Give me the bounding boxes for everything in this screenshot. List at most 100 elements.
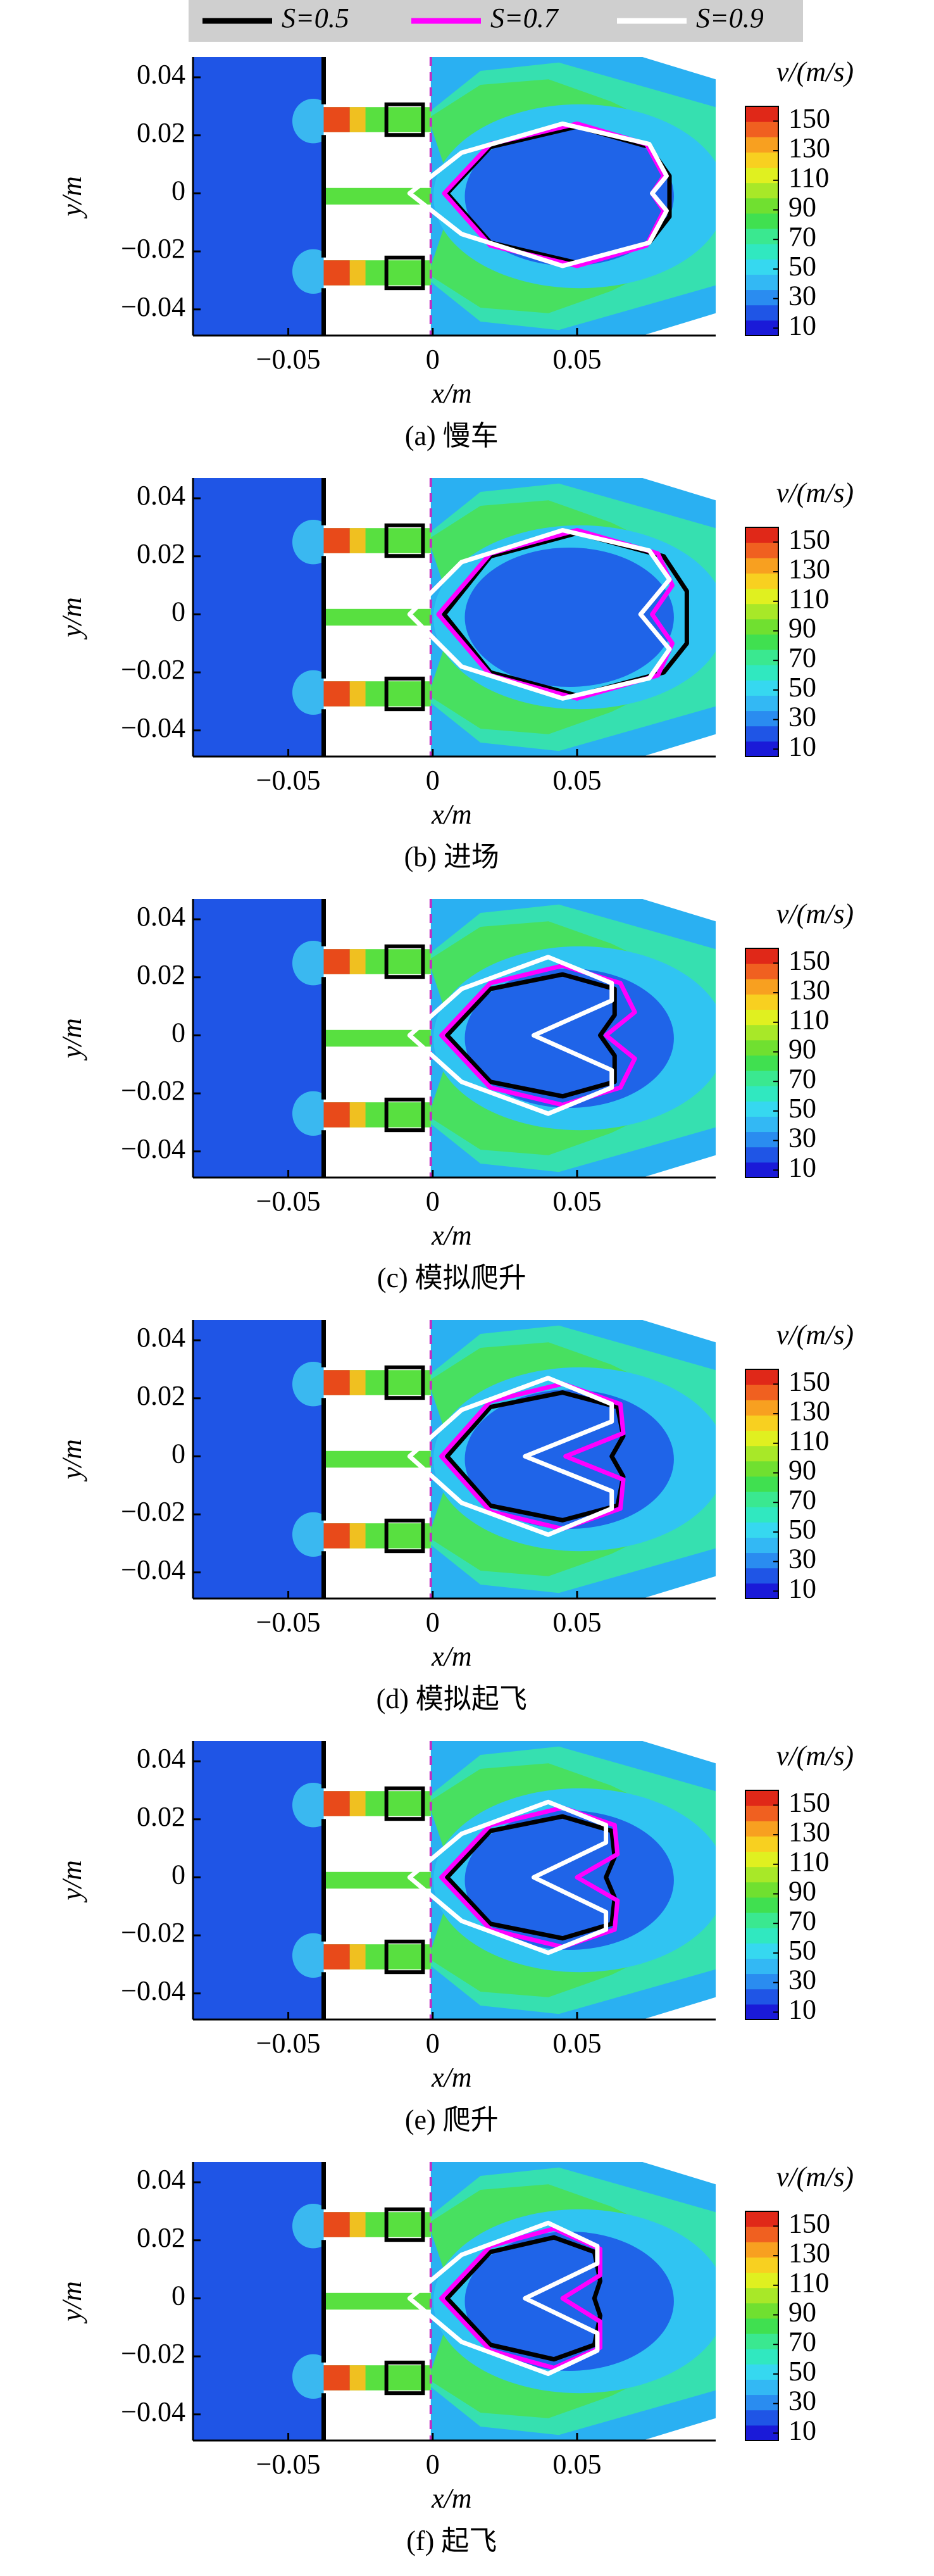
- colorbar-band: [745, 1913, 778, 1928]
- colorbar-band: [745, 2303, 778, 2319]
- colorbar-band: [745, 1583, 778, 1599]
- colorbar-band: [745, 573, 778, 589]
- flow-field: [193, 478, 716, 757]
- colorbar-tick-label: 30: [788, 1964, 816, 1995]
- colorbar-tick-label: 10: [788, 2415, 816, 2446]
- upstream-region: [193, 899, 324, 1178]
- colorbar-tick-label: 90: [788, 2297, 816, 2328]
- colorbar-band: [745, 1552, 778, 1569]
- slot-mid: [349, 949, 366, 974]
- corner-cut: [642, 57, 716, 80]
- slot-hot: [323, 1791, 350, 1816]
- flow-field: [193, 899, 716, 1178]
- corner-cut: [642, 313, 716, 336]
- x-tick-label: 0.05: [552, 344, 601, 375]
- y-tick-label: 0.02: [137, 1801, 185, 1832]
- colorbar-title: v/(m/s): [776, 2161, 854, 2192]
- corner-cut: [642, 2418, 716, 2441]
- panel: 0.04 0.02 0 −0.02 −0.04 −0.05 0 0.05 x/m y/m (f) 起…: [56, 2161, 854, 2556]
- slot-mid: [349, 260, 366, 286]
- corner-cut: [642, 1320, 716, 1343]
- corner-cut: [642, 899, 716, 922]
- colorbar-band: [745, 619, 778, 635]
- colorbar-band: [745, 1522, 778, 1538]
- colorbar-band: [745, 650, 778, 665]
- panel-caption: (d) 模拟起飞: [377, 1683, 527, 1714]
- colorbar-tick-label: 50: [788, 1514, 816, 1545]
- colorbar-tick-label: 110: [788, 162, 829, 193]
- y-tick-label: 0.04: [137, 2164, 185, 2195]
- colorbar-band: [745, 1445, 778, 1462]
- colorbar-band: [745, 948, 778, 964]
- colorbar-band: [745, 122, 778, 137]
- swirler-vane: [384, 1939, 425, 1975]
- colorbar-band: [745, 527, 778, 543]
- colorbar-tick-label: 10: [788, 1152, 816, 1183]
- panel-caption: (b) 进场: [404, 841, 499, 872]
- colorbar-band: [745, 229, 778, 244]
- colorbar-tick-label: 30: [788, 1543, 816, 1574]
- slot-mid: [349, 1944, 366, 1970]
- swirler-vane: [384, 1365, 425, 1400]
- colorbar-tick-label: 90: [788, 613, 816, 644]
- slot-hot: [323, 260, 350, 286]
- colorbar-band: [745, 137, 778, 153]
- y-tick-label: 0.02: [137, 538, 185, 569]
- slot-hot: [323, 1523, 350, 1549]
- colorbar-band: [745, 543, 778, 558]
- colorbar-tick-label: 50: [788, 251, 816, 282]
- colorbar-band: [745, 1131, 778, 1148]
- colorbar-band: [745, 1461, 778, 1477]
- colorbar-tick-label: 130: [788, 974, 830, 1005]
- colorbar-frame: [745, 527, 779, 757]
- colorbar-band: [745, 1943, 778, 1959]
- slot-mid: [349, 107, 366, 132]
- corner-cut: [642, 2162, 716, 2185]
- legend-label: S=0.7: [490, 3, 559, 34]
- colorbar-tick-label: 110: [788, 2267, 829, 2298]
- y-tick-label: 0.04: [137, 1322, 185, 1353]
- iso-line: [445, 1814, 617, 1941]
- y-tick-label: −0.02: [121, 1917, 185, 1948]
- legend-box: [189, 0, 803, 42]
- colorbar-tick-label: 90: [788, 1034, 816, 1065]
- colorbar-tick-label: 30: [788, 2385, 816, 2416]
- colorbar-band: [745, 634, 778, 650]
- y-axis-label: y/m: [56, 2281, 87, 2324]
- colorbar-band: [745, 741, 778, 757]
- colorbar-frame: [745, 1790, 779, 2020]
- colorbar-band: [745, 198, 778, 214]
- colorbar-band: [745, 152, 778, 168]
- iso-line: [407, 955, 614, 1116]
- colorbar-tick-label: 150: [788, 103, 830, 134]
- colorbar-band: [745, 1055, 778, 1071]
- colorbar-band: [745, 2410, 778, 2426]
- colorbar-band: [745, 1476, 778, 1492]
- corner-cut: [642, 478, 716, 501]
- colorbar-band: [745, 726, 778, 742]
- flow-field: [193, 57, 716, 336]
- colorbar-band: [745, 665, 778, 681]
- y-axis-label: y/m: [56, 176, 87, 219]
- colorbar-tick-label: 110: [788, 1846, 829, 1877]
- legend-label: S=0.5: [282, 3, 349, 34]
- colorbar-band: [745, 1790, 778, 1806]
- y-tick-label: 0: [171, 2280, 185, 2311]
- y-tick-label: −0.02: [121, 654, 185, 685]
- x-tick-label: 0: [426, 2449, 440, 2480]
- iso-line: [445, 124, 672, 265]
- y-axis-label: y/m: [56, 1860, 87, 1903]
- colorbar-tick-label: 150: [788, 1787, 830, 1818]
- recirculation-core: [464, 548, 674, 687]
- x-tick-label: 0: [426, 1186, 440, 1217]
- slot-mid: [349, 681, 366, 707]
- colorbar-tick-label: 110: [788, 1004, 829, 1035]
- panel-caption: (c) 模拟爬升: [377, 1262, 526, 1293]
- y-tick-label: −0.04: [121, 2396, 185, 2427]
- y-tick-label: 0.04: [137, 480, 185, 511]
- colorbar-tick-label: 130: [788, 2237, 830, 2268]
- iso-line: [445, 1390, 626, 1523]
- colorbar-tick-label: 130: [788, 553, 830, 584]
- colorbar-band: [745, 2394, 778, 2411]
- x-axis-label: x/m: [431, 1220, 472, 1251]
